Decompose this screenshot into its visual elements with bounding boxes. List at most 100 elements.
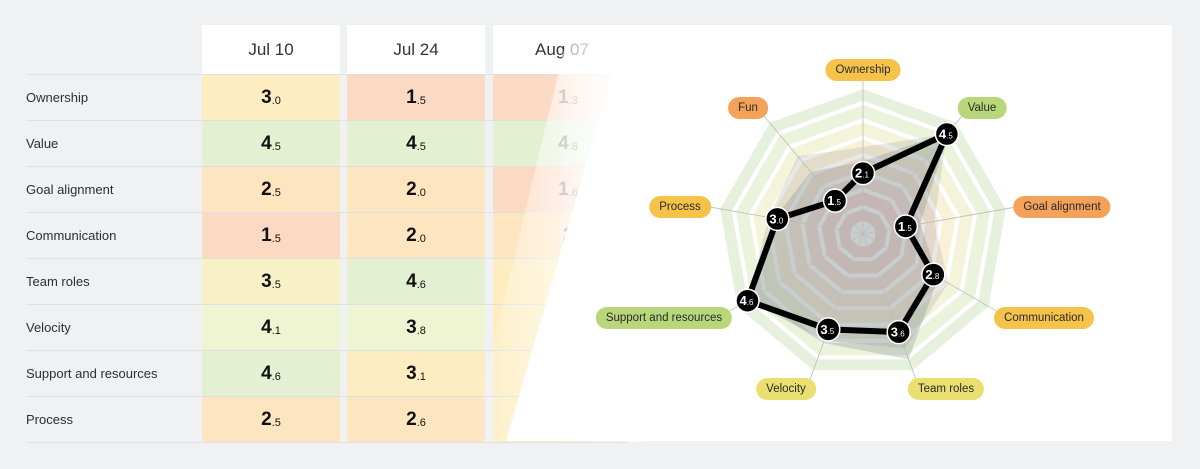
- radar-data-point[interactable]: [934, 121, 960, 147]
- score-cell: [493, 259, 643, 304]
- score-cell: 3.8: [347, 305, 485, 350]
- score-integer: 3: [261, 270, 272, 292]
- score-cell: 2.0: [347, 167, 485, 212]
- radar-ring: [731, 100, 995, 360]
- radar-ring: [817, 187, 909, 278]
- row-label: Support and resources: [26, 366, 158, 381]
- score-decimal: .5: [271, 186, 281, 199]
- score-cell: 2.5: [202, 397, 340, 442]
- score-decimal: .3: [568, 94, 578, 107]
- radar-data-point[interactable]: [850, 160, 876, 186]
- column-header: Jul 24: [347, 25, 485, 74]
- radar-ring: [783, 152, 943, 311]
- axis-tag-support-and-resources[interactable]: Support and resources: [595, 307, 733, 329]
- radar-shadow-series: [752, 131, 949, 360]
- score-integer: 1: [261, 224, 272, 246]
- radar-ring: [735, 104, 991, 356]
- score-integer: 3: [261, 86, 272, 108]
- radar-axis: [809, 233, 864, 380]
- score-cell: 1.5: [347, 75, 485, 120]
- axis-tag-velocity[interactable]: Velocity: [756, 378, 816, 400]
- score-cell: 1.6: [493, 167, 643, 212]
- row-divider: [26, 442, 626, 443]
- radar-axis: [862, 206, 1016, 235]
- axis-tag-communication[interactable]: Communication: [994, 307, 1094, 329]
- score-integer: 2: [562, 224, 574, 246]
- radar-data-point[interactable]: [921, 262, 946, 287]
- row-divider: [26, 166, 626, 167]
- radar-ring: [770, 139, 956, 323]
- row-divider: [26, 396, 626, 397]
- row-divider: [26, 350, 626, 351]
- radar-ring: [838, 209, 888, 258]
- radar-axis: [728, 233, 864, 312]
- radar-data-point[interactable]: [765, 206, 790, 232]
- score-cell: [493, 351, 643, 396]
- radar-data-point[interactable]: [816, 317, 841, 342]
- row-label: Team roles: [26, 274, 90, 289]
- row-label: Communication: [26, 228, 117, 243]
- column-header: Jul 10: [202, 25, 340, 74]
- radar-data-point[interactable]: [886, 319, 911, 345]
- radar-axis: [862, 233, 917, 380]
- axis-tag-fun[interactable]: Fun: [728, 97, 768, 119]
- row-divider: [26, 258, 626, 259]
- score-cell: 2.5: [202, 167, 340, 212]
- score-decimal: .1: [416, 370, 426, 383]
- score-integer: 3: [406, 362, 417, 384]
- axis-tag-ownership[interactable]: Ownership: [825, 59, 901, 81]
- score-decimal: .6: [416, 416, 426, 429]
- score-integer: 4: [261, 132, 272, 154]
- score-decimal: .5: [271, 278, 281, 291]
- radar-data-point[interactable]: [893, 214, 919, 239]
- radar-point-label: 1.5: [898, 219, 912, 234]
- radar-shadow-series: [747, 134, 949, 349]
- radar-point-label: 1.5: [827, 193, 841, 208]
- score-cell: 2: [493, 213, 643, 258]
- score-integer: 3: [406, 316, 417, 338]
- score-integer: 2: [406, 178, 417, 200]
- score-cell: [493, 397, 643, 442]
- radar-ring: [787, 157, 939, 307]
- score-integer: 4: [558, 132, 569, 154]
- radar-data-point[interactable]: [735, 288, 760, 313]
- column-header: Aug 07: [493, 25, 631, 74]
- score-integer: 2: [261, 178, 272, 200]
- row-divider: [26, 304, 626, 305]
- radar-point-label: 2.1: [855, 166, 869, 181]
- radar-current-series: [744, 131, 950, 336]
- radar-ring: [753, 122, 973, 339]
- row-divider: [26, 212, 626, 213]
- score-integer: 4: [261, 316, 272, 338]
- score-decimal: .6: [568, 186, 578, 199]
- score-integer: 4: [406, 132, 417, 154]
- axis-tag-process[interactable]: Process: [649, 196, 711, 218]
- score-cell: 4.5: [202, 121, 340, 166]
- score-decimal: .0: [271, 94, 281, 107]
- radar-axis: [862, 114, 964, 235]
- score-integer: 2: [261, 408, 272, 430]
- score-integer: 2: [406, 408, 417, 430]
- radar-ring: [720, 89, 1006, 371]
- row-label: Ownership: [26, 90, 89, 105]
- score-cell: 4.6: [347, 259, 485, 304]
- score-integer: 1: [558, 86, 569, 108]
- radar-ring: [804, 174, 922, 290]
- score-decimal: .5: [271, 140, 281, 153]
- radar-point-label: 2.8: [925, 267, 939, 282]
- radar-ring: [834, 205, 892, 262]
- radar-data-point[interactable]: [822, 188, 848, 213]
- score-decimal: .6: [271, 370, 281, 383]
- score-decimal: .5: [416, 94, 426, 107]
- score-decimal: .0: [416, 232, 426, 245]
- score-integer: 4: [406, 270, 417, 292]
- radar-point-label: 3.0: [769, 211, 783, 226]
- score-cell: 4.6: [202, 351, 340, 396]
- radar-ring: [850, 220, 876, 247]
- radar-ring: [800, 170, 926, 294]
- radar-axis: [862, 233, 998, 312]
- axis-tag-value[interactable]: Value: [957, 97, 1007, 119]
- axis-tag-team-roles[interactable]: Team roles: [907, 378, 985, 400]
- axis-tag-goal-alignment[interactable]: Goal alignment: [1013, 196, 1111, 218]
- row-label: Velocity: [26, 320, 71, 335]
